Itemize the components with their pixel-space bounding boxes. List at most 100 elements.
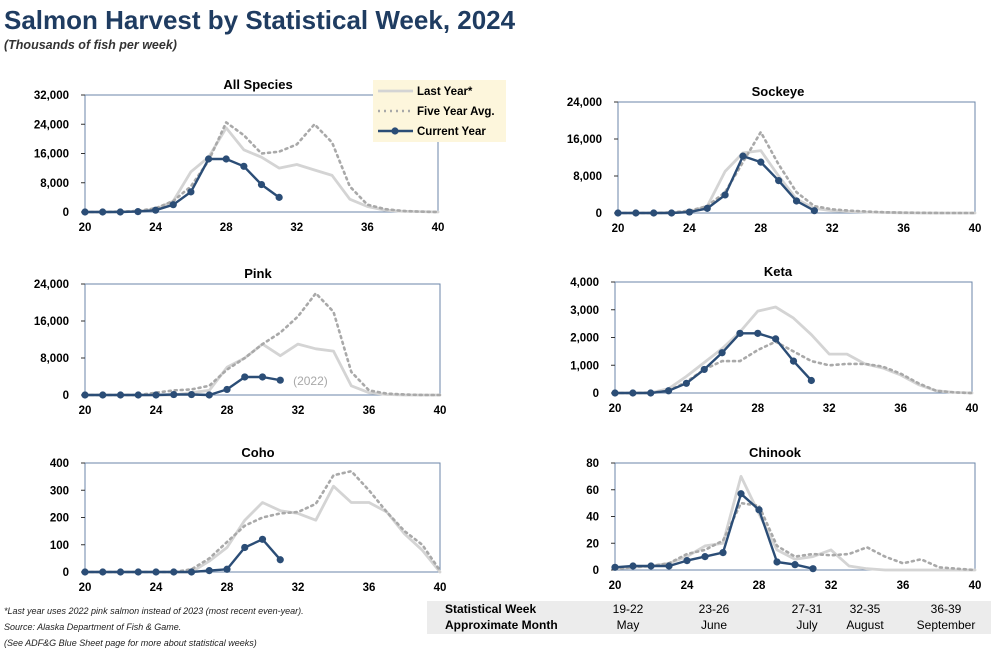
y-tick-label: 1,000: [570, 360, 599, 372]
y-tick-label: 0: [593, 565, 599, 577]
plot-frame: [84, 462, 441, 573]
coho-chart: Coho 0 100 200 300 400 20 24 28 32 36 40: [50, 445, 447, 594]
keta-chart: Keta 0 1,000 2,000 3,000 4,000 20 24 28 32 36 40: [570, 264, 978, 415]
data-point: [703, 204, 711, 212]
data-point: [683, 557, 691, 565]
y-tick-label: 80: [586, 458, 599, 470]
data-point: [667, 209, 676, 217]
x-tick-label: 32: [292, 582, 305, 594]
data-point: [718, 349, 726, 357]
data-point: [789, 357, 798, 365]
week-row-label: Statistical Week: [445, 602, 537, 616]
x-tick-label: 24: [150, 405, 163, 417]
data-point: [152, 568, 160, 576]
y-tick-label: 8,000: [573, 171, 602, 183]
series-line: [613, 332, 813, 395]
y-tick-label: 32,000: [34, 90, 69, 102]
data-point: [792, 197, 801, 205]
x-tick-label: 40: [966, 403, 979, 415]
data-point: [773, 558, 781, 566]
week-range: 27-31: [791, 602, 823, 616]
sockeye-chart: Sockeye 0 8,000 16,000 24,000 20 24 28 32 36 40: [567, 84, 982, 235]
data-point: [682, 379, 691, 387]
x-tick-label: 32: [826, 223, 839, 235]
y-tick-label: 8,000: [40, 353, 69, 365]
y-tick-label: 0: [596, 208, 602, 220]
data-point: [222, 155, 230, 163]
y-tick-label: 0: [63, 567, 69, 579]
data-point: [810, 207, 818, 215]
series-line: [83, 375, 282, 397]
x-tick-label: 28: [220, 222, 233, 234]
chart-annotation: (2022): [293, 374, 328, 388]
pink-chart: Pink 0 8,000 16,000 24,000 20 24 28 32 36 40 (2022): [34, 266, 447, 417]
data-point: [134, 391, 142, 399]
data-point: [647, 389, 655, 397]
chinook-chart: Chinook 0 20 40 60 80 20 24 28 32 36 40: [586, 445, 981, 592]
data-point: [81, 391, 89, 399]
y-tick-label: 24,000: [34, 279, 69, 291]
data-point: [257, 180, 266, 189]
data-point: [170, 568, 178, 576]
data-point: [187, 188, 195, 196]
data-point: [134, 568, 142, 576]
y-tick-label: 300: [50, 485, 69, 497]
x-tick-label: 28: [753, 580, 766, 592]
week-range: 36-39: [930, 602, 962, 616]
x-tick-label: 24: [681, 580, 694, 592]
legend-label: Five Year Avg.: [417, 106, 495, 118]
data-point: [775, 177, 783, 185]
month-name: July: [796, 618, 818, 632]
plot-frame: [614, 281, 973, 394]
y-tick-label: 8,000: [40, 178, 69, 190]
y-tick-label: 4,000: [570, 277, 599, 289]
data-point: [611, 563, 619, 571]
series-line: [83, 538, 282, 574]
footnote-see-also: (See ADF&G Blue Sheet page for more abou…: [4, 638, 257, 648]
data-point: [116, 568, 125, 576]
x-tick-label: 40: [434, 405, 447, 417]
x-tick-label: 20: [612, 223, 625, 235]
data-point: [629, 562, 637, 570]
data-point: [791, 561, 799, 569]
charts-canvas: All Species 0 8,000 16,000 24,000 32,000 20 24 2…: [34, 77, 982, 594]
x-tick-label: 32: [290, 222, 303, 234]
data-point: [650, 209, 658, 217]
plot-frame: [614, 462, 976, 571]
y-tick-label: 3,000: [570, 305, 599, 317]
data-point: [99, 568, 107, 576]
x-tick-label: 24: [683, 223, 696, 235]
page-title: Salmon Harvest by Statistical Week, 2024: [4, 5, 516, 35]
x-tick-label: 40: [432, 222, 445, 234]
x-tick-label: 32: [823, 403, 836, 415]
data-point: [807, 376, 815, 385]
data-point: [187, 390, 196, 399]
chart-title: Pink: [244, 266, 272, 281]
data-point: [241, 543, 249, 552]
series-line: [83, 469, 442, 574]
chart-title: Sockeye: [752, 84, 805, 99]
data-point: [664, 387, 673, 395]
chart-title: Keta: [764, 264, 793, 279]
x-tick-label: 28: [221, 405, 234, 417]
data-point: [739, 152, 747, 160]
data-point: [701, 553, 709, 561]
series-line: [613, 492, 815, 570]
data-point: [809, 565, 817, 573]
data-point: [629, 389, 637, 397]
data-point: [614, 209, 622, 217]
footnote-source: Source: Alaska Department of Fish & Game…: [4, 622, 182, 632]
y-tick-label: 400: [50, 458, 69, 470]
data-point: [170, 390, 178, 399]
all-chart: All Species 0 8,000 16,000 24,000 32,000 20 24 2…: [34, 77, 445, 234]
data-point: [241, 373, 249, 381]
data-point: [737, 490, 745, 498]
x-tick-label: 24: [680, 403, 693, 415]
data-point: [258, 373, 267, 381]
legend-label: Current Year: [417, 126, 486, 138]
data-point: [700, 365, 708, 374]
data-point: [134, 208, 142, 216]
data-point: [276, 376, 284, 384]
week-range: 19-22: [612, 602, 644, 616]
data-point: [719, 549, 727, 557]
